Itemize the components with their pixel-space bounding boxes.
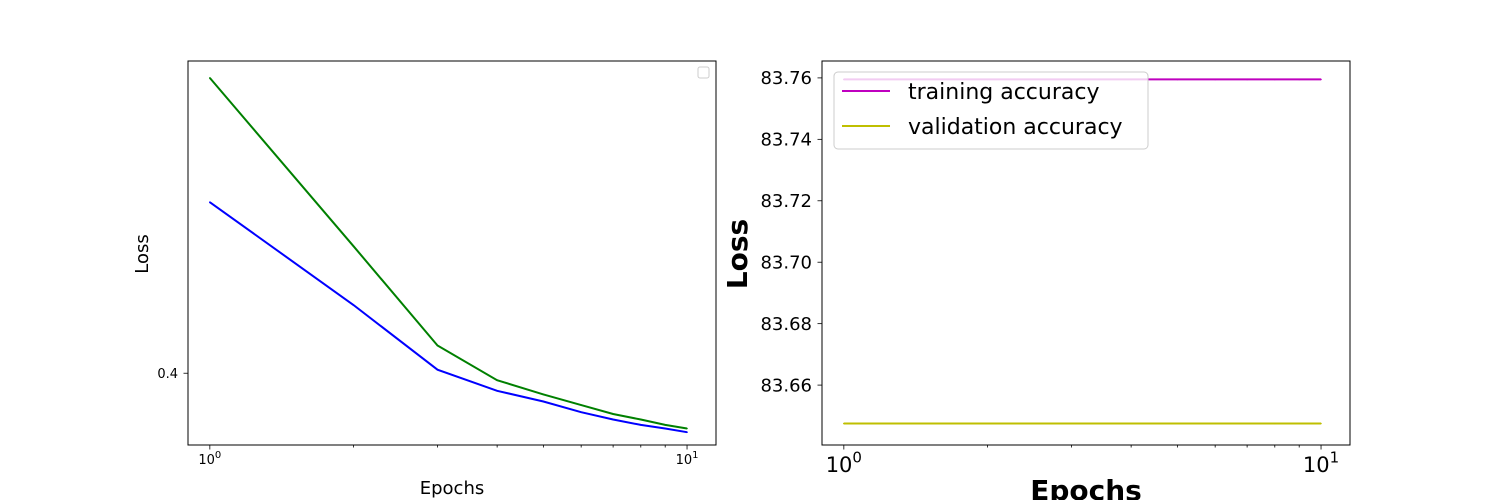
right-y-tick-label: 83.72 [760, 191, 812, 212]
left-point-series-2-2 [352, 245, 355, 247]
right-plot-frame [821, 60, 1351, 446]
left-point-series-2-7 [612, 413, 614, 415]
left-point-series-1-7 [612, 418, 614, 421]
left-point-series-2-1 [209, 77, 211, 79]
right-x-axis-label: Epochs [1030, 474, 1142, 500]
left-x-axis-label: Epochs [420, 478, 485, 499]
legend-label-validation-accuracy: validation accuracy [908, 115, 1123, 140]
right-y-tick-label: 83.70 [760, 253, 812, 274]
right-x-tick-label: 100 [826, 449, 862, 477]
left-point-series-2-10 [686, 427, 688, 430]
right-point-training-accuracy-7 [1246, 78, 1248, 81]
right-point-training-accuracy-10 [1320, 78, 1322, 81]
right-point-validation-accuracy-8 [1274, 422, 1276, 425]
right-legend: training accuracy validation accuracy [833, 71, 1149, 150]
left-point-series-1-3 [436, 368, 439, 371]
right-x-tick-label: 101 [1303, 449, 1339, 477]
left-y-axis-label: Loss [132, 234, 153, 273]
right-y-axis-label: Loss [721, 219, 754, 289]
left-point-series-1-6 [580, 411, 582, 414]
left-point-series-2-8 [640, 418, 642, 421]
right-y-tick-label: 83.76 [760, 68, 812, 89]
right-point-training-accuracy-9 [1298, 78, 1300, 81]
right-point-training-accuracy-6 [1214, 78, 1216, 81]
left-point-series-1-10 [686, 431, 688, 434]
left-point-series-1-9 [664, 427, 666, 430]
left-plot-frame [187, 60, 717, 446]
left-point-series-2-4 [496, 379, 498, 382]
right-point-validation-accuracy-2 [986, 422, 989, 425]
right-point-validation-accuracy-1 [843, 422, 845, 425]
right-point-training-accuracy-5 [1176, 78, 1179, 81]
left-point-series-1-8 [640, 424, 642, 426]
right-y-tick-label: 83.68 [760, 314, 812, 335]
accuracy-chart-right: 100 101 83.66 83.68 83.70 83.72 83.74 83.76 tr… [721, 60, 1351, 500]
left-y-tick-label: 0.4 [157, 367, 178, 382]
left-line-series-1 [209, 201, 688, 434]
left-point-series-2-9 [664, 424, 666, 426]
right-point-validation-accuracy-10 [1320, 422, 1322, 425]
left-x-tick-label: 100 [198, 450, 221, 468]
right-point-validation-accuracy-5 [1176, 422, 1179, 425]
left-point-series-2-6 [580, 404, 582, 406]
right-point-validation-accuracy-3 [1070, 422, 1073, 425]
left-point-series-1-1 [209, 201, 211, 203]
right-point-training-accuracy-8 [1274, 78, 1276, 81]
left-line-series-2 [209, 77, 688, 430]
right-legend-box [833, 71, 1149, 150]
loss-chart-left: 100 101 0.4 Epochs Loss [132, 60, 717, 499]
right-point-validation-accuracy-9 [1298, 422, 1300, 425]
legend-label-training-accuracy: training accuracy [908, 80, 1099, 105]
right-y-tick-label: 83.66 [760, 375, 812, 396]
right-point-validation-accuracy-6 [1214, 422, 1216, 425]
left-point-series-2-3 [436, 344, 439, 347]
left-point-series-2-5 [542, 393, 545, 396]
right-point-validation-accuracy-7 [1246, 422, 1248, 425]
left-point-series-1-5 [542, 400, 545, 403]
left-point-series-1-4 [496, 390, 498, 392]
right-y-tick-label: 83.74 [760, 130, 812, 151]
left-point-series-1-2 [352, 304, 355, 306]
left-legend-box [697, 66, 710, 79]
left-x-tick-label: 101 [676, 450, 699, 468]
right-point-validation-accuracy-4 [1130, 422, 1132, 425]
